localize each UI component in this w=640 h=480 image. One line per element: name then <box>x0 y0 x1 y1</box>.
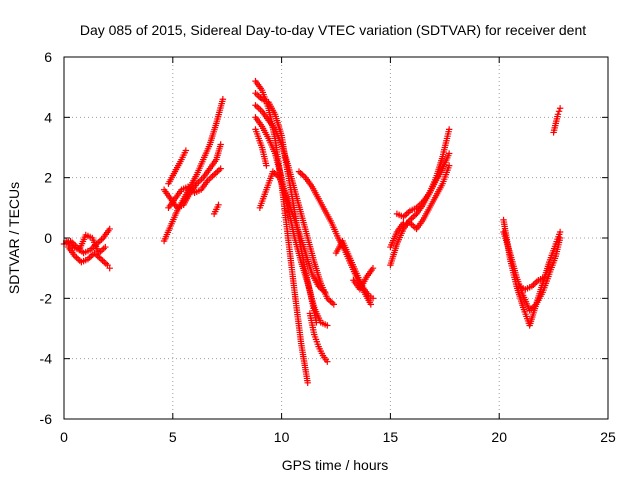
data-point <box>99 257 106 264</box>
x-tick-label: 0 <box>60 429 68 445</box>
data-point <box>410 213 417 221</box>
tick-labels: 0 5 10 15 20 25 -6 -4 -2 0 2 4 6 <box>40 49 616 445</box>
data-point <box>195 178 202 186</box>
data-point <box>411 212 419 219</box>
data-point <box>106 225 113 233</box>
data-points <box>60 77 564 386</box>
x-tick-label: 25 <box>600 429 616 445</box>
data-point <box>556 105 564 112</box>
y-axis-label: SDTVAR / TECUs <box>6 182 22 294</box>
data-point <box>98 236 105 243</box>
data-point <box>300 172 308 180</box>
data-point <box>206 175 213 183</box>
data-point <box>324 322 331 329</box>
data-point <box>209 172 216 180</box>
data-point <box>554 111 562 118</box>
x-tick-label: 5 <box>169 429 177 445</box>
data-point <box>445 162 453 169</box>
y-tick-label: -4 <box>40 351 53 367</box>
data-point <box>96 237 104 245</box>
data-point <box>219 96 227 103</box>
data-point <box>324 358 331 365</box>
data-point <box>88 252 95 260</box>
data-point <box>295 168 303 175</box>
data-point <box>410 222 417 230</box>
data-point <box>556 234 564 242</box>
data-point <box>297 169 304 177</box>
data-point <box>321 289 329 296</box>
data-point <box>106 264 113 272</box>
data-point <box>100 245 107 252</box>
data-point <box>299 171 306 178</box>
data-point <box>102 260 110 267</box>
y-tick-label: 2 <box>44 170 52 186</box>
data-point <box>367 301 375 308</box>
data-point <box>101 258 108 266</box>
data-point <box>212 169 219 177</box>
data-point <box>97 255 105 263</box>
data-point <box>369 264 377 272</box>
y-tick-label: 4 <box>44 109 52 125</box>
y-tick-label: 6 <box>44 49 52 65</box>
x-tick-label: 15 <box>383 429 399 445</box>
data-point <box>401 212 409 219</box>
data-point <box>73 254 80 261</box>
data-point <box>531 280 539 287</box>
data-point <box>445 126 453 133</box>
x-tick-label: 10 <box>274 429 290 445</box>
data-point <box>255 93 262 100</box>
y-tick-label: -6 <box>40 411 53 427</box>
data-point <box>252 90 259 97</box>
data-point <box>252 102 259 109</box>
data-point <box>102 243 109 251</box>
data-point <box>556 228 564 236</box>
data-point <box>257 106 264 113</box>
data-point <box>263 162 270 169</box>
data-point <box>182 147 190 154</box>
data-point <box>541 274 549 281</box>
data-point <box>328 299 336 307</box>
data-point <box>369 295 377 302</box>
data-point <box>214 168 221 175</box>
data-point <box>304 379 311 386</box>
data-point <box>555 108 563 115</box>
axis-ticks <box>63 56 609 420</box>
data-point <box>327 298 334 305</box>
data-point <box>253 91 261 98</box>
data-point <box>210 171 218 178</box>
x-tick-label: 20 <box>491 429 507 445</box>
y-tick-label: 0 <box>44 230 52 246</box>
data-point <box>215 166 223 174</box>
data-point <box>408 215 415 222</box>
y-tick-label: -2 <box>40 290 53 306</box>
chart-title: Day 085 of 2015, Sidereal Day-to-day VTE… <box>80 22 586 38</box>
data-point <box>98 246 106 254</box>
data-point <box>253 103 261 110</box>
data-point <box>215 201 222 209</box>
data-point <box>217 165 224 172</box>
data-point <box>196 177 204 184</box>
data-point <box>217 141 224 148</box>
data-point <box>207 174 215 181</box>
x-axis-label: GPS time / hours <box>282 457 389 473</box>
data-point <box>255 105 262 112</box>
data-point <box>445 150 453 157</box>
data-point <box>198 175 205 183</box>
data-point <box>330 301 338 308</box>
